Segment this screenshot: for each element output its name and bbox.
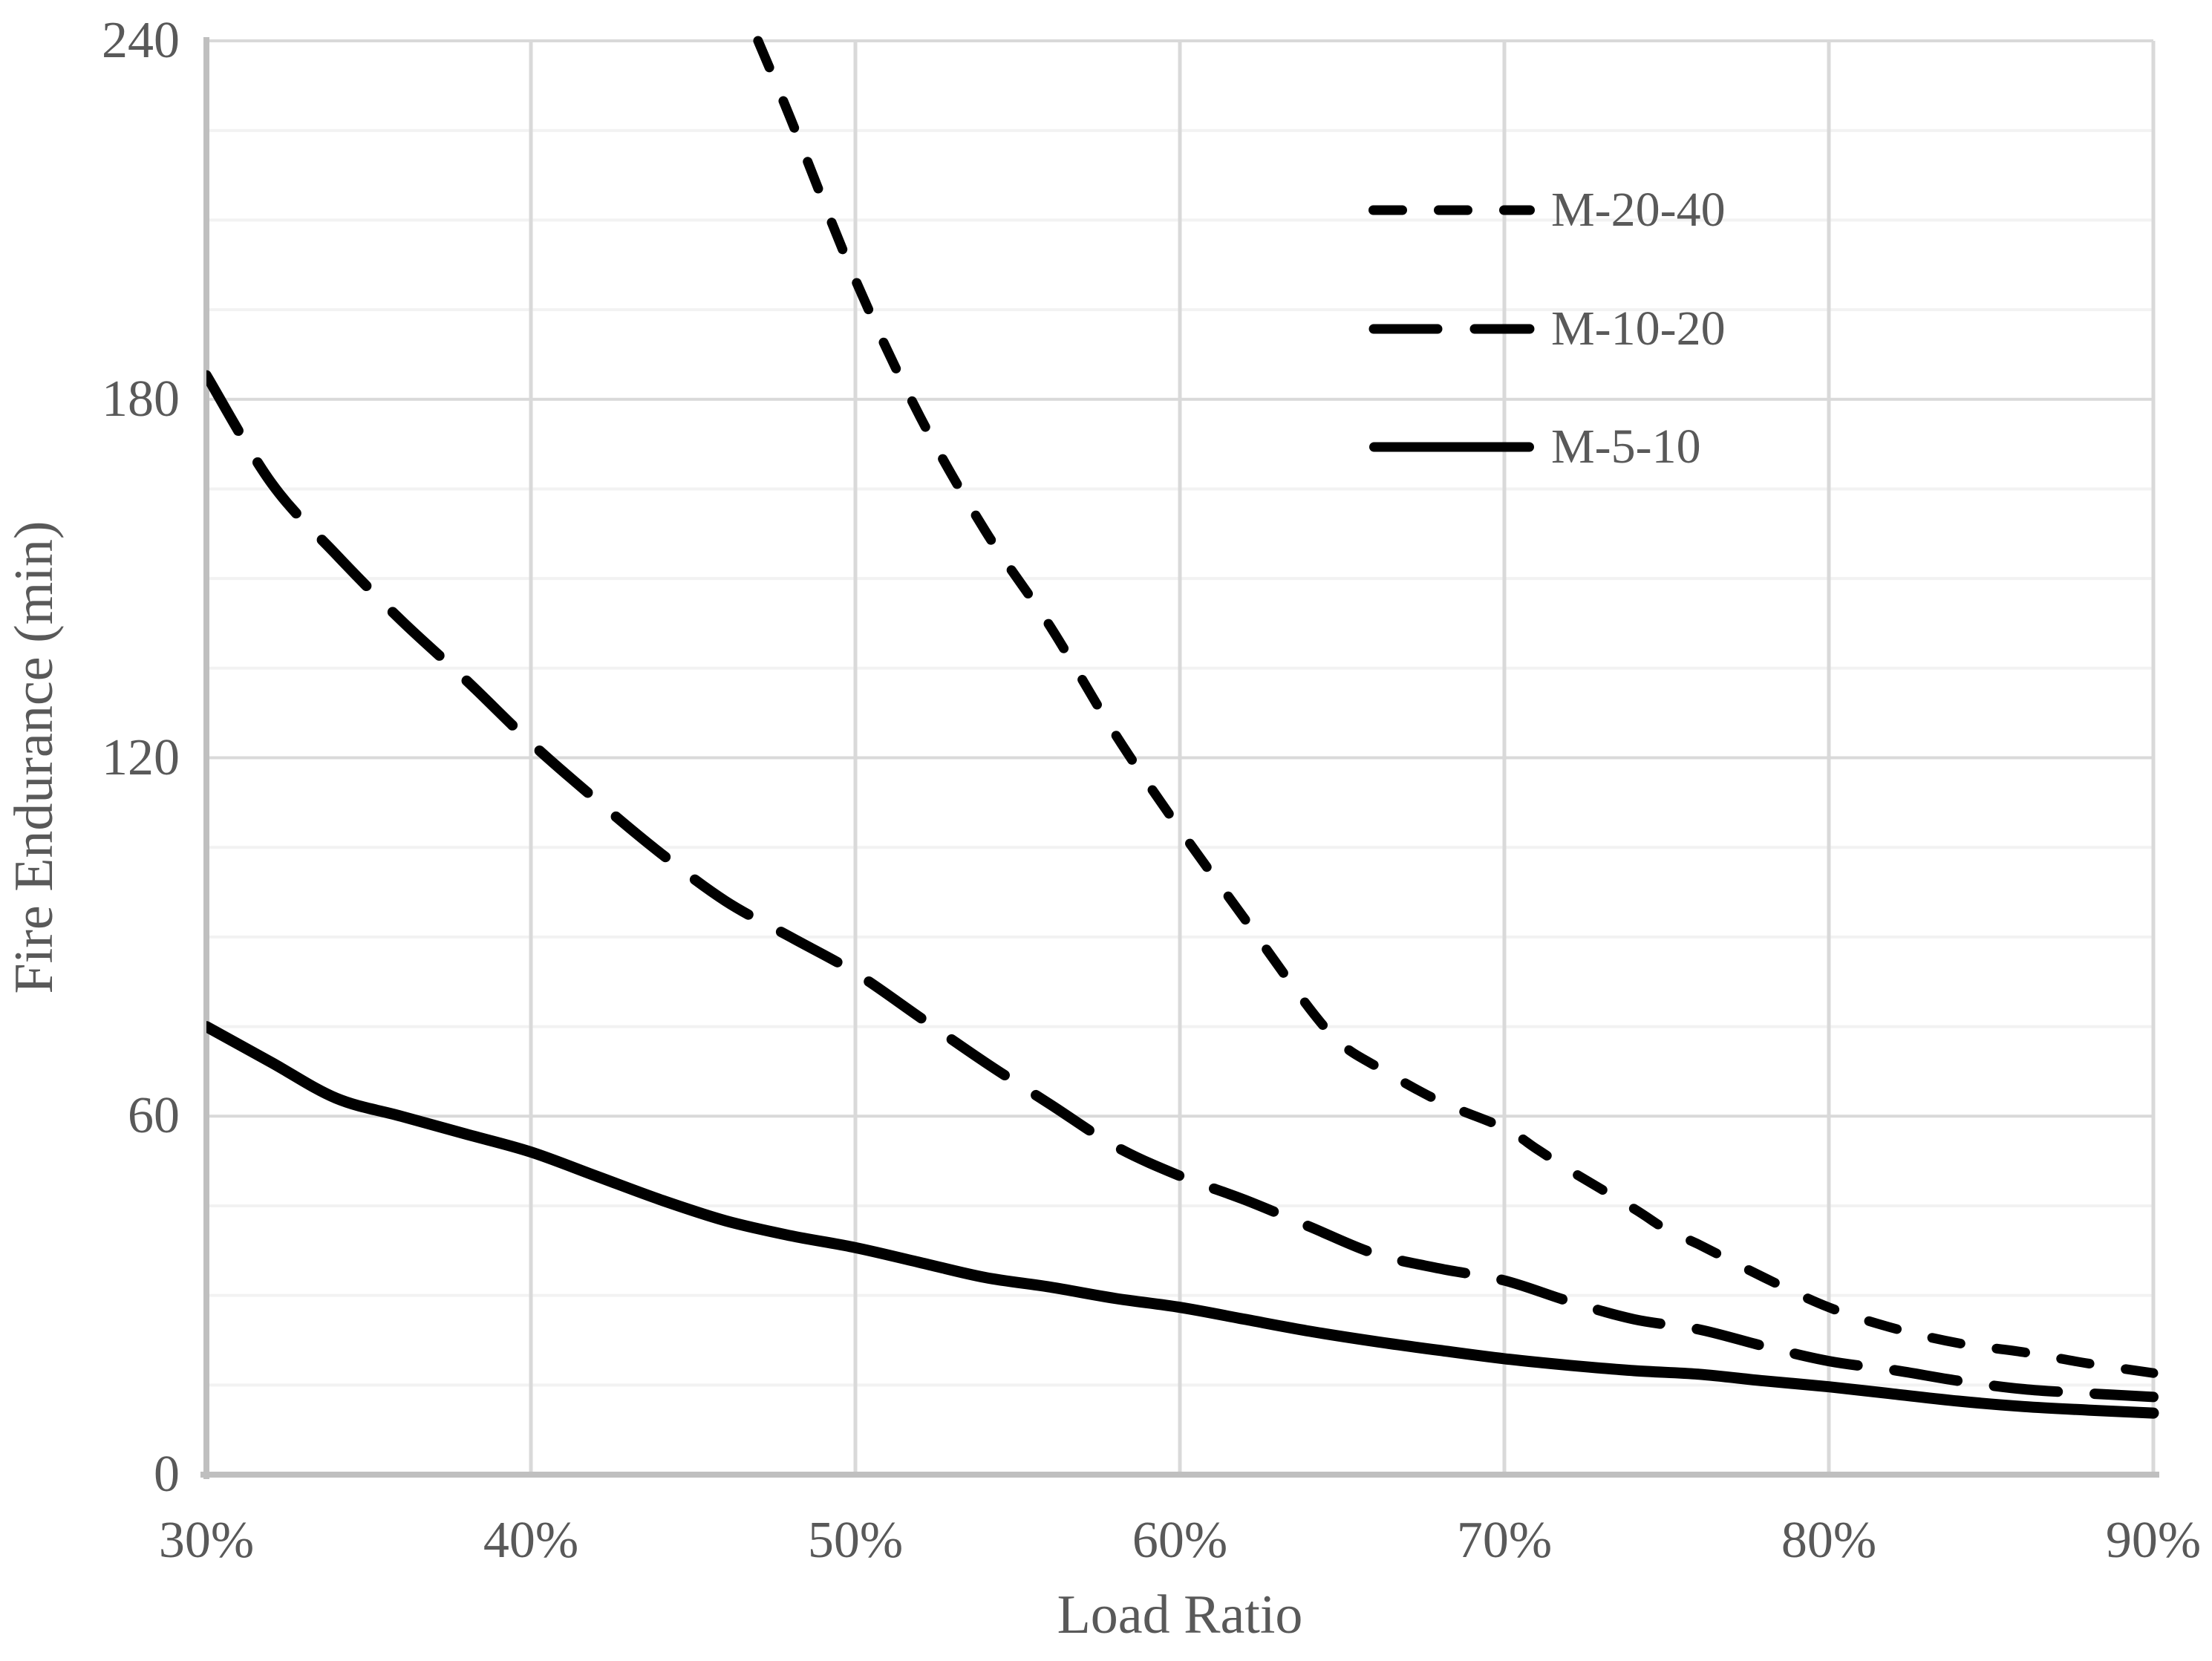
x-tick-label: 40% <box>483 1512 579 1569</box>
y-tick-label: 0 <box>154 1446 180 1503</box>
x-tick-label: 60% <box>1132 1512 1228 1569</box>
series-line-m-5-10 <box>206 1021 2159 1419</box>
legend-line-sample-long-dash <box>1368 324 1535 334</box>
series-line-m-20-40 <box>753 36 2159 1378</box>
x-tick-label: 50% <box>807 1512 904 1569</box>
legend-item-m-5-10: M-5-10 <box>1368 417 1701 477</box>
x-axis-title: Load Ratio <box>1057 1585 1303 1645</box>
x-tick-label: 70% <box>1456 1512 1553 1569</box>
legend-line-sample-dash <box>1368 205 1535 215</box>
series-line-m-10-20 <box>206 370 2159 1403</box>
y-tick-label: 180 <box>102 370 180 428</box>
x-tick-label: 30% <box>158 1512 255 1569</box>
x-tick-label: 90% <box>2105 1512 2202 1569</box>
legend-item-m-20-40: M-20-40 <box>1368 180 1726 240</box>
legend-label: M-5-10 <box>1551 420 1701 474</box>
legend-label: M-10-20 <box>1551 301 1726 356</box>
y-tick-label: 120 <box>102 728 180 786</box>
legend-line-sample-solid <box>1369 442 1534 452</box>
x-tick-label: 80% <box>1781 1512 1877 1569</box>
y-tick-label: 240 <box>102 12 180 69</box>
legend-item-m-10-20: M-10-20 <box>1368 299 1726 359</box>
y-tick-label: 60 <box>128 1087 180 1145</box>
legend-label: M-20-40 <box>1551 183 1726 237</box>
